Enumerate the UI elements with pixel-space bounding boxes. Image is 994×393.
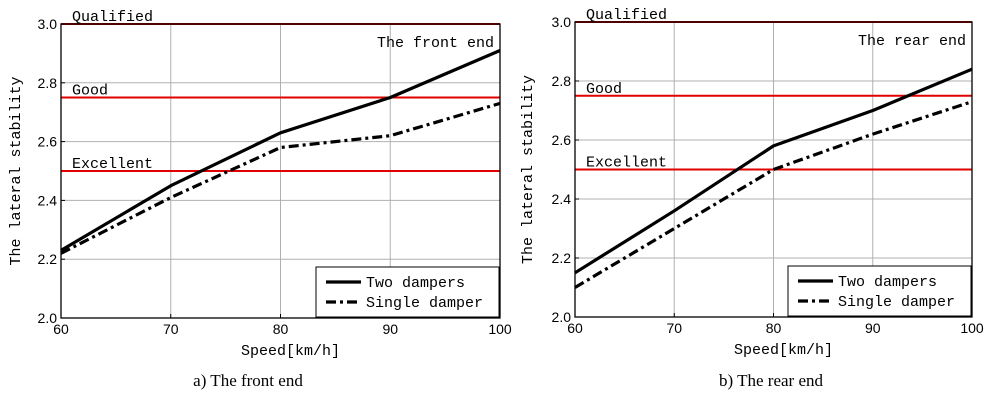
y-axis-label: The lateral stability (8, 76, 25, 265)
y-tick-label: 2.4 (38, 192, 58, 208)
figure-caption: a) The front end (193, 371, 303, 390)
x-axis-label: Speed[km/h] (734, 342, 833, 359)
legend-label: Two dampers (366, 275, 465, 292)
threshold-label: Good (72, 83, 108, 100)
y-tick-label: 3.0 (38, 16, 58, 32)
y-tick-label: 2.8 (38, 75, 58, 91)
y-tick-label: 2.6 (38, 134, 58, 150)
y-tick-label: 2.0 (38, 310, 58, 326)
figure-caption: b) The rear end (719, 371, 823, 390)
x-tick-label: 70 (666, 320, 682, 336)
legend-label: Single damper (366, 295, 483, 312)
y-tick-label: 2.2 (38, 251, 58, 267)
x-tick-label: 80 (766, 320, 782, 336)
x-tick-label: 90 (382, 321, 398, 337)
x-tick-label: 100 (488, 321, 512, 337)
y-tick-label: 2.2 (552, 250, 572, 266)
x-tick-label: 90 (865, 320, 881, 336)
y-tick-label: 2.6 (552, 132, 572, 148)
y-tick-label: 2.0 (552, 309, 572, 325)
x-tick-label: 80 (273, 321, 289, 337)
y-tick-label: 2.8 (552, 73, 572, 89)
x-tick-label: 100 (960, 320, 984, 336)
legend-label: Single damper (838, 294, 955, 311)
corner-label: The rear end (858, 33, 966, 50)
y-axis-label: The lateral stability (520, 75, 537, 264)
threshold-label: Good (586, 81, 622, 98)
threshold-label: Excellent (72, 156, 153, 173)
threshold-label: Qualified (586, 7, 667, 24)
corner-label: The front end (377, 35, 494, 52)
threshold-label: Qualified (72, 9, 153, 26)
y-tick-label: 3.0 (552, 14, 572, 30)
x-tick-label: 70 (163, 321, 179, 337)
x-axis-label: Speed[km/h] (241, 343, 340, 360)
legend-label: Two dampers (838, 274, 937, 291)
y-tick-label: 2.4 (552, 191, 572, 207)
threshold-label: Excellent (586, 155, 667, 172)
